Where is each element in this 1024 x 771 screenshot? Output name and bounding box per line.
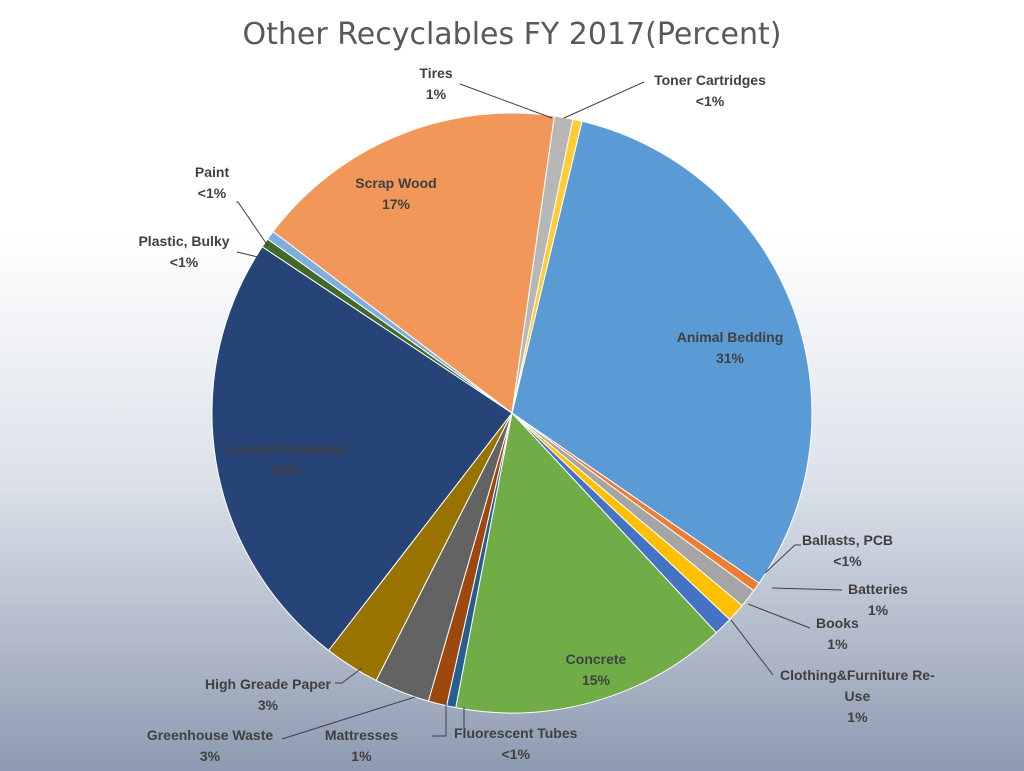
label-value: 15%: [582, 672, 611, 688]
label-name: Clothing&Furniture Re-: [780, 667, 935, 683]
label-value: <1%: [198, 185, 227, 201]
label-name: Greenhouse Waste: [147, 727, 274, 743]
label-value: <1%: [501, 746, 530, 762]
label-name: Scrap Wood: [355, 175, 436, 191]
chart-title: Other Recyclables FY 2017(Percent): [243, 17, 782, 52]
label-name: Paint: [195, 164, 230, 180]
label-name: Books: [816, 615, 859, 631]
label-value: 1%: [868, 602, 889, 618]
label-name: Plastic, Bulky: [138, 233, 229, 249]
data-label: Scrap Wood 17%: [355, 175, 436, 212]
data-label: Clothing&Furniture Re- Use 1%: [780, 667, 935, 725]
data-label: Fluorescent Tubes <1%: [454, 725, 578, 762]
label-value: 1%: [426, 86, 447, 102]
pie-slice-leaves-yardwaste: [211, 246, 513, 652]
leader-line: [236, 201, 269, 247]
leader-line: [747, 603, 811, 629]
label-name: Batteries: [848, 581, 908, 597]
label-name: High Greade Paper: [205, 676, 332, 692]
label-name: Fluorescent Tubes: [454, 725, 578, 741]
data-label: Books 1%: [816, 615, 859, 652]
label-value: <1%: [696, 93, 725, 109]
data-label: Greenhouse Waste 3%: [147, 727, 274, 764]
data-label: Leaves/Yardwaste 24%: [226, 441, 347, 478]
label-name: Toner Cartridges: [654, 72, 766, 88]
data-label: Ballasts, PCB <1%: [802, 532, 893, 569]
label-name: Concrete: [566, 651, 627, 667]
data-label: Batteries 1%: [848, 581, 908, 618]
leader-line: [432, 700, 447, 737]
data-label: Mattresses 1%: [325, 727, 398, 764]
leader-line: [563, 81, 645, 119]
pie-slices: [211, 112, 813, 714]
pie-slice-scrap-wood: [272, 112, 555, 414]
label-name: Ballasts, PCB: [802, 532, 893, 548]
pie-slice-concrete: [455, 411, 717, 714]
label-value: 17%: [382, 196, 411, 212]
label-value: 1%: [351, 748, 372, 764]
data-label: Tires 1%: [419, 65, 452, 102]
label-value: <1%: [833, 553, 862, 569]
label-name: Mattresses: [325, 727, 398, 743]
leader-line: [459, 83, 553, 119]
data-labels: Animal Bedding 31% Ballasts, PCB <1% Batteri…: [138, 65, 935, 764]
label-value: 3%: [200, 748, 221, 764]
pie-slice-animal-bedding: [511, 120, 813, 584]
leader-line: [764, 544, 801, 574]
label-name: Leaves/Yardwaste: [226, 441, 347, 457]
label-value: 31%: [716, 350, 745, 366]
data-label: Animal Bedding 31%: [677, 329, 784, 366]
data-label: Plastic, Bulky <1%: [138, 233, 229, 270]
leader-line: [730, 619, 774, 676]
data-label: Paint <1%: [195, 164, 230, 201]
data-label: High Greade Paper 3%: [205, 676, 332, 713]
label-name: Animal Bedding: [677, 329, 784, 345]
label-value: 1%: [847, 709, 868, 725]
leader-line: [771, 587, 843, 591]
label-name: Tires: [419, 65, 452, 81]
leader-line: [236, 251, 263, 259]
label-value: <1%: [170, 254, 199, 270]
data-label: Concrete 15%: [566, 651, 627, 688]
leader-line: [335, 667, 363, 684]
label-value: 24%: [272, 462, 301, 478]
label-value: 3%: [258, 697, 279, 713]
leader-lines: [236, 81, 843, 740]
leader-line: [281, 696, 416, 740]
data-label: Toner Cartridges <1%: [654, 72, 766, 109]
pie-slice-toner-cartridges: [511, 118, 583, 414]
label-value: 1%: [827, 636, 848, 652]
label-name: Use: [845, 688, 871, 704]
